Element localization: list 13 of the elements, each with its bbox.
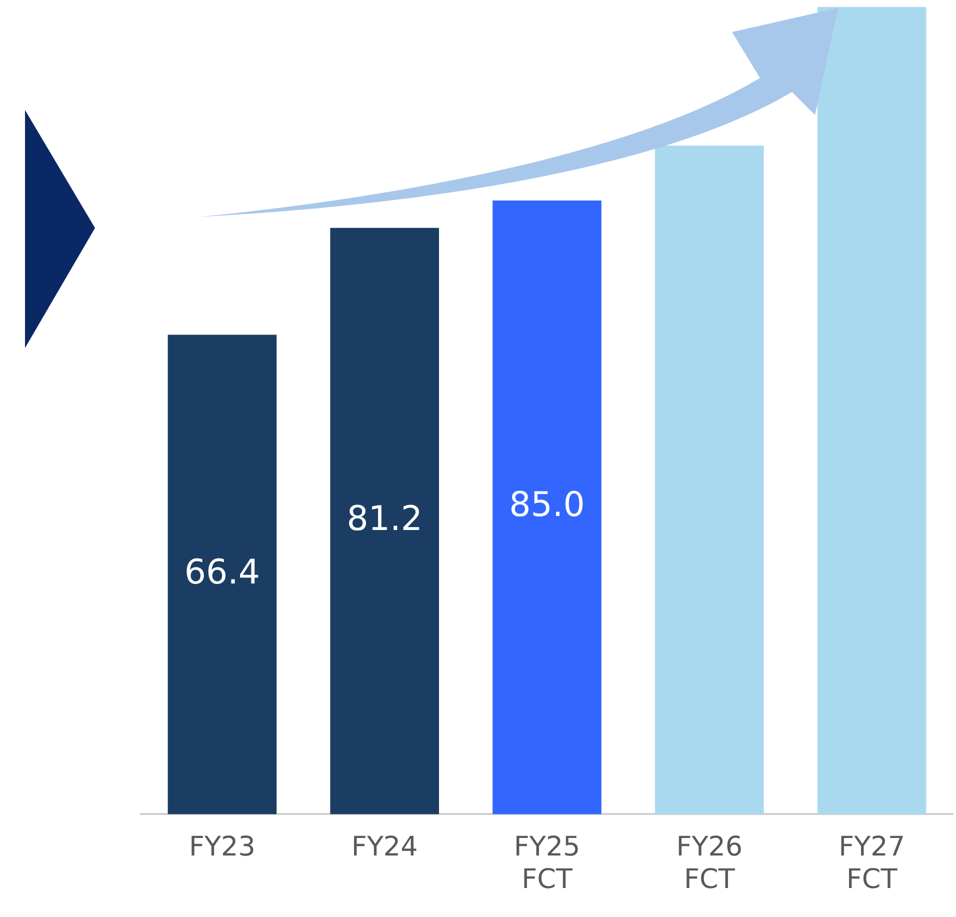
bar	[654, 146, 764, 814]
bar	[817, 7, 926, 814]
x-tick-label: FY26 FCT	[676, 831, 743, 895]
x-tick-label: FY25 FCT	[514, 831, 580, 895]
bar	[330, 228, 440, 814]
data-label: 66.4	[184, 552, 260, 592]
data-label: 81.2	[346, 498, 422, 539]
x-tick-label: FY27 FCT	[838, 831, 905, 895]
x-tick-label: FY24	[351, 831, 418, 862]
x-tick-label: FY23	[189, 831, 256, 862]
data-label: 85.0	[509, 485, 585, 526]
bar	[492, 200, 602, 814]
bar	[168, 334, 277, 814]
